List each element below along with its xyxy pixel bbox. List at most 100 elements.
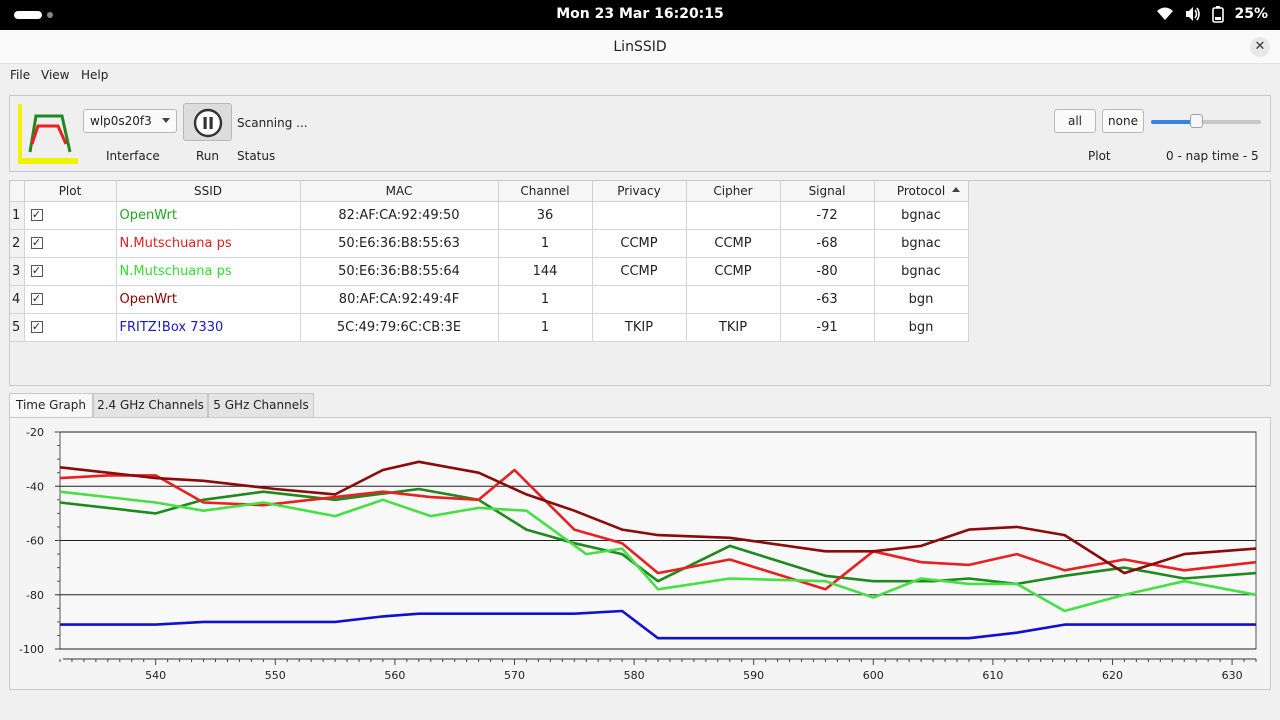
nap-time-slider-fill: [1151, 120, 1197, 124]
plot-label: Plot: [1088, 149, 1111, 163]
chevron-down-icon: [162, 118, 170, 123]
channel-cell: 1: [498, 285, 593, 314]
checkmark-icon: ✓: [31, 264, 42, 277]
plot-checkbox[interactable]: ✓: [30, 236, 43, 249]
table-row[interactable]: 1 ✓ OpenWrt 82:AF:CA:92:49:50 36 -72 bgnac: [10, 201, 969, 230]
x-tick-label: 620: [1102, 669, 1123, 682]
tab-time-graph[interactable]: Time Graph: [9, 393, 93, 419]
privacy-cell: CCMP: [592, 229, 687, 258]
x-tick-label: 600: [863, 669, 884, 682]
column-header-privacy[interactable]: Privacy: [592, 181, 687, 202]
checkmark-icon: ✓: [31, 236, 42, 249]
menu-view[interactable]: View: [41, 68, 70, 82]
privacy-cell: [592, 201, 687, 230]
column-header-ssid[interactable]: SSID: [116, 181, 301, 202]
nap-time-slider[interactable]: [1151, 114, 1261, 128]
wifi-icon: [1156, 6, 1174, 22]
run-label: Run: [196, 149, 220, 163]
activities-indicator[interactable]: [14, 11, 42, 19]
time-graph-chart: -20 -40 -60 -80 -100 540 550 560 570 580 590 600 610…: [19, 426, 1257, 682]
signal-cell: -72: [780, 201, 875, 230]
close-button[interactable]: ✕: [1250, 37, 1270, 57]
row-number: 2: [10, 229, 25, 258]
channel-cell: 1: [498, 313, 593, 342]
series-line-4: [59, 460, 1257, 575]
column-header-plot[interactable]: Plot: [24, 181, 117, 202]
table-row[interactable]: 3 ✓ N.Mutschuana ps 50:E6:36:B8:55:64 144 CCM…: [10, 257, 969, 286]
close-icon: ✕: [1254, 39, 1266, 54]
mac-cell: 50:E6:36:B8:55:63: [300, 229, 499, 258]
menu-help[interactable]: Help: [81, 68, 109, 82]
time-graph-panel: -20 -40 -60 -80 -100 540 550 560 570 580 590 600 610…: [9, 417, 1271, 690]
protocol-cell: bgnac: [874, 201, 969, 230]
x-tick-label: 590: [743, 669, 764, 682]
x-tick-label: 610: [982, 669, 1003, 682]
plot-none-button[interactable]: none: [1102, 109, 1144, 133]
mac-cell: 80:AF:CA:92:49:4F: [300, 285, 499, 314]
window-title: LinSSID: [613, 39, 667, 55]
ssid-cell: N.Mutschuana ps: [116, 257, 301, 286]
volume-icon: [1184, 6, 1202, 22]
x-tick-label: 560: [384, 669, 405, 682]
interface-label: Interface: [106, 149, 160, 163]
plot-cell: ✓: [24, 313, 117, 342]
run-pause-button[interactable]: [183, 103, 232, 141]
x-tick-label: 570: [504, 669, 525, 682]
plot-checkbox[interactable]: ✓: [30, 208, 43, 221]
mac-cell: 5C:49:79:6C:CB:3E: [300, 313, 499, 342]
plot-all-button[interactable]: all: [1054, 109, 1096, 133]
series-line-5: [60, 609, 1256, 640]
privacy-cell: TKIP: [592, 313, 687, 342]
series-line-3: [59, 490, 1257, 613]
tab-5-ghz-channels[interactable]: 5 GHz Channels: [208, 393, 314, 418]
signal-cell: -91: [780, 313, 875, 342]
column-header-mac[interactable]: MAC: [300, 181, 499, 202]
plot-checkbox[interactable]: ✓: [30, 264, 43, 277]
system-status-area[interactable]: 25%: [1156, 5, 1268, 23]
y-tick-label: -100: [19, 643, 44, 656]
signal-cell: -80: [780, 257, 875, 286]
workspace-dot: [47, 12, 53, 18]
channel-cell: 1: [498, 229, 593, 258]
table-row[interactable]: 2 ✓ N.Mutschuana ps 50:E6:36:B8:55:63 1 CCMP C…: [10, 229, 969, 258]
plot-cell: ✓: [24, 285, 117, 314]
privacy-cell: [592, 285, 687, 314]
sort-ascending-icon: [951, 187, 960, 192]
protocol-cell: bgnac: [874, 257, 969, 286]
mac-cell: 50:E6:36:B8:55:64: [300, 257, 499, 286]
channel-cell: 144: [498, 257, 593, 286]
row-number: 5: [10, 313, 25, 342]
table-row[interactable]: 4 ✓ OpenWrt 80:AF:CA:92:49:4F 1 -63 bgn: [10, 285, 969, 314]
pause-icon: [193, 108, 223, 138]
x-tick-label: 580: [624, 669, 645, 682]
interface-select[interactable]: wlp0s20f3: [83, 109, 177, 133]
menu-file[interactable]: File: [10, 68, 31, 82]
channel-cell: 36: [498, 201, 593, 230]
column-header-cipher[interactable]: Cipher: [686, 181, 781, 202]
ssid-cell: OpenWrt: [116, 201, 301, 230]
system-clock[interactable]: Mon 23 Mar 16:20:15: [556, 6, 724, 22]
plot-checkbox[interactable]: ✓: [30, 293, 43, 305]
column-header-protocol-label: Protocol: [896, 183, 946, 198]
y-tick-label: -80: [26, 589, 44, 602]
y-tick-label: -60: [26, 535, 44, 548]
table-row[interactable]: 5 ✓ FRITZ!Box 7330 5C:49:79:6C:CB:3E 1 TKIP TK…: [10, 313, 969, 342]
cipher-cell: CCMP: [686, 257, 781, 286]
system-top-bar: Mon 23 Mar 16:20:15 25%: [0, 0, 1280, 30]
checkmark-icon: ✓: [31, 208, 42, 221]
row-number: 1: [10, 201, 25, 230]
column-header-signal[interactable]: Signal: [780, 181, 875, 202]
window-titlebar[interactable]: LinSSID ✕: [0, 30, 1280, 64]
column-header-protocol[interactable]: Protocol: [874, 181, 969, 202]
interface-select-value: wlp0s20f3: [90, 114, 152, 128]
nap-time-slider-handle[interactable]: [1189, 114, 1203, 128]
y-tick-label: -20: [26, 426, 44, 439]
cipher-cell: TKIP: [686, 313, 781, 342]
plot-checkbox[interactable]: ✓: [30, 321, 43, 333]
column-header-channel[interactable]: Channel: [498, 181, 593, 202]
nap-time-label: 0 - nap time - 5: [1166, 149, 1259, 163]
series-line-1: [59, 487, 1257, 586]
toolbar-panel: wlp0s20f3 Interface Run Scanning ... Sta…: [9, 95, 1271, 172]
status-label: Status: [237, 149, 276, 163]
tab-2-4-ghz-channels[interactable]: 2.4 GHz Channels: [93, 393, 208, 418]
